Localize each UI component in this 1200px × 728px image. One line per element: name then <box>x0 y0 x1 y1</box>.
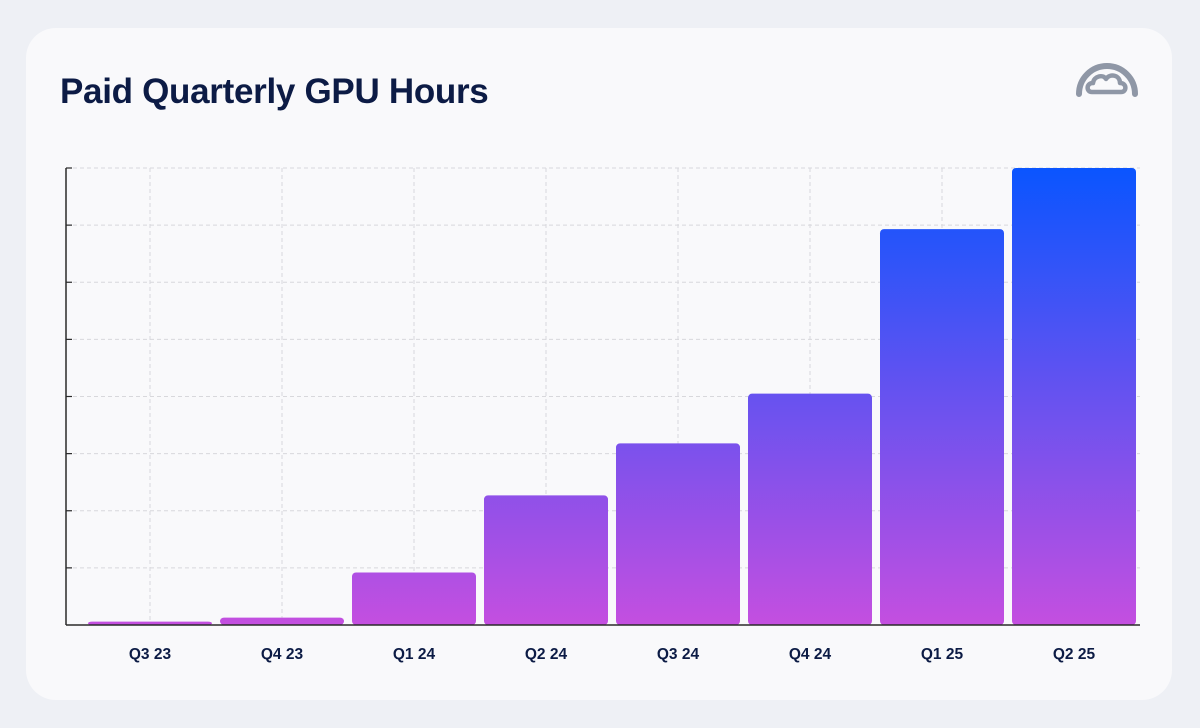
x-tick-label: Q2 24 <box>525 646 568 663</box>
bar-q3-23 <box>88 621 212 625</box>
cloud-arch-logo-icon <box>1076 63 1138 97</box>
bars <box>88 168 1136 625</box>
x-tick-label: Q2 25 <box>1053 646 1096 663</box>
bar-q2-25 <box>1012 168 1136 625</box>
x-tick-label: Q4 24 <box>789 646 832 663</box>
chart-title: Paid Quarterly GPU Hours <box>60 72 489 111</box>
bar-q1-24 <box>352 572 476 625</box>
x-tick-label: Q4 23 <box>261 646 304 663</box>
bar-q4-24 <box>748 393 872 625</box>
x-tick-label: Q1 25 <box>921 646 964 663</box>
x-tick-label: Q3 23 <box>129 646 172 663</box>
axes <box>65 167 1140 626</box>
bar-q1-25 <box>880 229 1004 625</box>
bar-q3-24 <box>616 443 740 625</box>
x-tick-label: Q1 24 <box>393 646 436 663</box>
x-tick-label: Q3 24 <box>657 646 700 663</box>
x-tick-labels: Q3 23 Q4 23 Q1 24 Q2 24 Q3 24 Q4 24 Q1 25 Q2 25 <box>129 646 1096 663</box>
bar-q2-24 <box>484 495 608 625</box>
bar-q4-23 <box>220 617 344 625</box>
